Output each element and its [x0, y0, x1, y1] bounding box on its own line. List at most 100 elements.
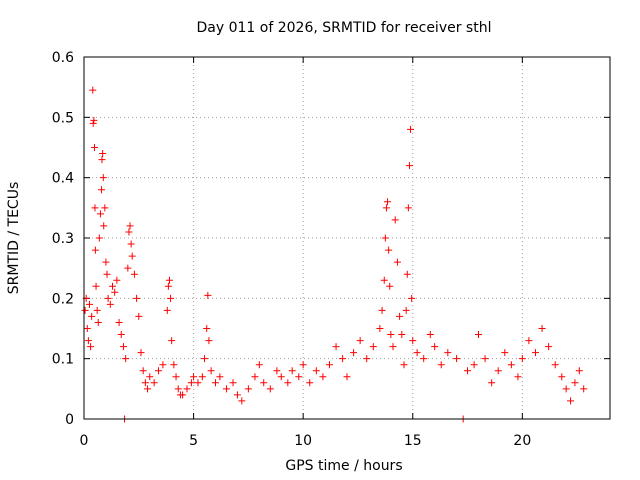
tick-layer: 0 0.1 0.2 0.3 0.4 0.5 0.6 0 5 10 15 20 — [52, 50, 610, 449]
data-point — [233, 391, 241, 399]
data-point — [137, 349, 145, 357]
data-point — [381, 234, 389, 242]
y-tick-label: 0.6 — [52, 50, 74, 66]
data-point — [405, 162, 413, 170]
data-point — [172, 373, 180, 381]
data-point — [108, 282, 116, 290]
data-point — [343, 373, 351, 381]
data-point — [111, 288, 119, 296]
data-point — [125, 228, 133, 236]
data-point — [163, 306, 171, 314]
data-point — [507, 361, 515, 369]
data-point — [94, 318, 102, 326]
data-point — [212, 379, 219, 387]
data-point — [475, 331, 482, 339]
data-point — [488, 379, 496, 387]
data-point — [229, 379, 237, 387]
data-point — [128, 252, 136, 260]
data-point — [135, 312, 143, 320]
data-point — [444, 349, 452, 357]
data-point — [558, 373, 566, 381]
data-point — [398, 331, 406, 339]
data-point — [167, 294, 175, 302]
data-point — [385, 246, 393, 254]
data-point — [380, 276, 388, 284]
data-point — [402, 306, 410, 314]
data-point — [376, 325, 384, 332]
data-point — [104, 294, 112, 302]
data-point — [408, 294, 416, 302]
data-point — [299, 361, 307, 369]
data-point — [464, 367, 472, 375]
data-point — [525, 337, 533, 345]
data-point — [501, 349, 509, 357]
data-point — [538, 325, 546, 332]
data-point — [391, 216, 399, 224]
data-point — [165, 276, 173, 284]
data-point — [312, 367, 320, 375]
data-point — [453, 355, 461, 363]
data-point — [363, 355, 371, 363]
data-point — [518, 355, 526, 363]
y-tick-label: 0.4 — [52, 171, 74, 187]
data-point — [387, 331, 395, 339]
data-point — [437, 361, 445, 369]
data-point — [113, 276, 121, 284]
data-point — [288, 367, 296, 375]
data-point — [122, 355, 130, 363]
x-tick-label: 5 — [189, 433, 198, 449]
data-point — [266, 385, 274, 393]
data-point — [386, 282, 394, 290]
data-point — [205, 337, 213, 345]
data-point — [426, 331, 434, 339]
data-point — [99, 150, 107, 158]
data-point — [325, 361, 333, 369]
data-point — [144, 385, 152, 393]
data-point — [332, 343, 340, 351]
data-point — [106, 300, 114, 308]
data-point — [571, 379, 579, 387]
data-point — [403, 270, 411, 278]
data-point — [260, 379, 268, 387]
data-point — [101, 204, 109, 212]
data-point — [150, 379, 158, 387]
data-point — [393, 258, 401, 266]
data-point — [470, 361, 478, 369]
data-point — [164, 282, 172, 290]
data-point — [319, 373, 327, 381]
data-point — [124, 264, 132, 272]
data-point — [420, 355, 428, 363]
data-point — [89, 86, 97, 94]
data-point — [190, 373, 198, 381]
data-point — [117, 331, 125, 339]
data-point — [238, 397, 246, 405]
data-point — [88, 312, 96, 320]
data-point — [413, 349, 421, 357]
data-point — [295, 373, 303, 381]
x-tick-label: 15 — [404, 433, 422, 449]
data-point — [146, 373, 154, 381]
data-point — [306, 379, 314, 387]
data-point — [98, 156, 106, 164]
grid-layer — [84, 57, 610, 419]
data-point — [284, 379, 292, 387]
data-point — [99, 174, 107, 182]
data-point — [400, 361, 408, 369]
y-tick-label: 0.5 — [52, 110, 74, 126]
data-point — [187, 379, 195, 387]
data-point — [339, 355, 347, 363]
data-point — [494, 367, 502, 375]
data-point — [198, 373, 206, 381]
data-point — [216, 373, 224, 381]
data-point — [127, 240, 135, 248]
data-point — [384, 198, 392, 206]
y-axis-label: SRMTID / TECUs — [6, 182, 22, 295]
x-tick-label: 0 — [80, 433, 89, 449]
data-point — [551, 361, 559, 369]
data-point — [244, 385, 252, 393]
data-point — [431, 343, 439, 351]
data-point — [255, 361, 263, 369]
data-point — [203, 325, 211, 332]
data-point — [133, 294, 141, 302]
